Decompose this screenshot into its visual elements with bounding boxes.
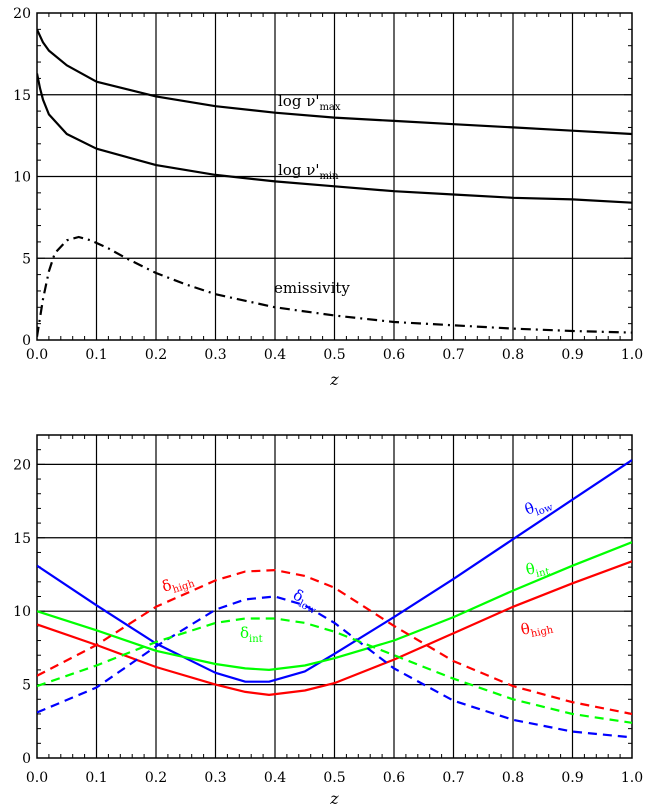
series-line-0 xyxy=(37,28,632,136)
x-tick-label: 0.2 xyxy=(145,347,167,363)
y-tick-label: 0 xyxy=(22,333,31,349)
y-tick-label: 5 xyxy=(22,251,31,267)
x-tick-label: 0.5 xyxy=(323,347,345,363)
x-tick-label: 1.0 xyxy=(621,347,643,363)
x-tick-label: 0.7 xyxy=(442,770,464,786)
x-axis-title: z xyxy=(329,789,339,807)
x-tick-label: 1.0 xyxy=(621,770,643,786)
y-tick-label: 0 xyxy=(22,751,31,767)
x-tick-label: 0.4 xyxy=(264,770,286,786)
series-label-0: θlow xyxy=(522,493,555,522)
y-tick-label: 5 xyxy=(22,678,31,694)
x-axis-title: z xyxy=(329,370,339,389)
series-line-0 xyxy=(37,459,632,683)
series-line-1 xyxy=(37,73,632,204)
x-tick-label: 0.2 xyxy=(145,770,167,786)
series-label-2: emissivity xyxy=(274,279,350,297)
x-tick-label: 0.4 xyxy=(264,347,286,363)
x-tick-label: 0.0 xyxy=(26,347,48,363)
x-tick-label: 0.8 xyxy=(502,347,524,363)
y-tick-label: 10 xyxy=(13,604,31,620)
y-tick-label: 20 xyxy=(13,457,31,473)
series-line-2 xyxy=(37,235,632,337)
x-tick-label: 0.7 xyxy=(442,347,464,363)
y-tick-label: 15 xyxy=(13,88,31,104)
plot-frame xyxy=(36,12,633,341)
series-line-1 xyxy=(37,541,632,672)
series-line-3 xyxy=(37,568,632,716)
bottom-panel: 0.0 0.1 0.2 0.3 0.4 0.5 0.6 0.7 0.8 0.9 1.0 0 5 10 15 2… xyxy=(13,434,643,808)
series-label-2: θhigh xyxy=(519,615,555,642)
x-tick-label: 0.5 xyxy=(323,770,345,786)
series-line-4 xyxy=(37,595,632,739)
series-label-1: θint xyxy=(524,557,551,582)
x-tick-label: 0.9 xyxy=(561,347,583,363)
series-label-5: δint xyxy=(240,624,263,645)
x-tick-label: 0.3 xyxy=(204,770,226,786)
y-tick-label: 20 xyxy=(13,6,31,22)
x-tick-label: 0.6 xyxy=(383,347,405,363)
x-tick-label: 0.9 xyxy=(561,770,583,786)
series-label-3: δhigh xyxy=(160,569,197,599)
series-label-0: log ν'max xyxy=(278,92,341,113)
x-tick-label: 0.1 xyxy=(85,770,107,786)
y-tick-label: 10 xyxy=(13,170,31,186)
series-label-1: log ν'min xyxy=(278,161,339,182)
series-line-5 xyxy=(37,617,632,724)
plot-frame xyxy=(36,434,633,759)
series-line-2 xyxy=(37,560,632,697)
top-panel: 0.0 0.1 0.2 0.3 0.4 0.5 0.6 0.7 0.8 0.9 1.0 0 5 10 15 2… xyxy=(13,6,643,389)
x-tick-label: 0.8 xyxy=(502,770,524,786)
x-tick-label: 0.6 xyxy=(383,770,405,786)
x-tick-label: 0.0 xyxy=(26,770,48,786)
x-tick-label: 0.3 xyxy=(204,347,226,363)
x-tick-label: 0.1 xyxy=(85,347,107,363)
series-label-4: δlow xyxy=(289,586,323,617)
y-tick-label: 15 xyxy=(13,531,31,547)
